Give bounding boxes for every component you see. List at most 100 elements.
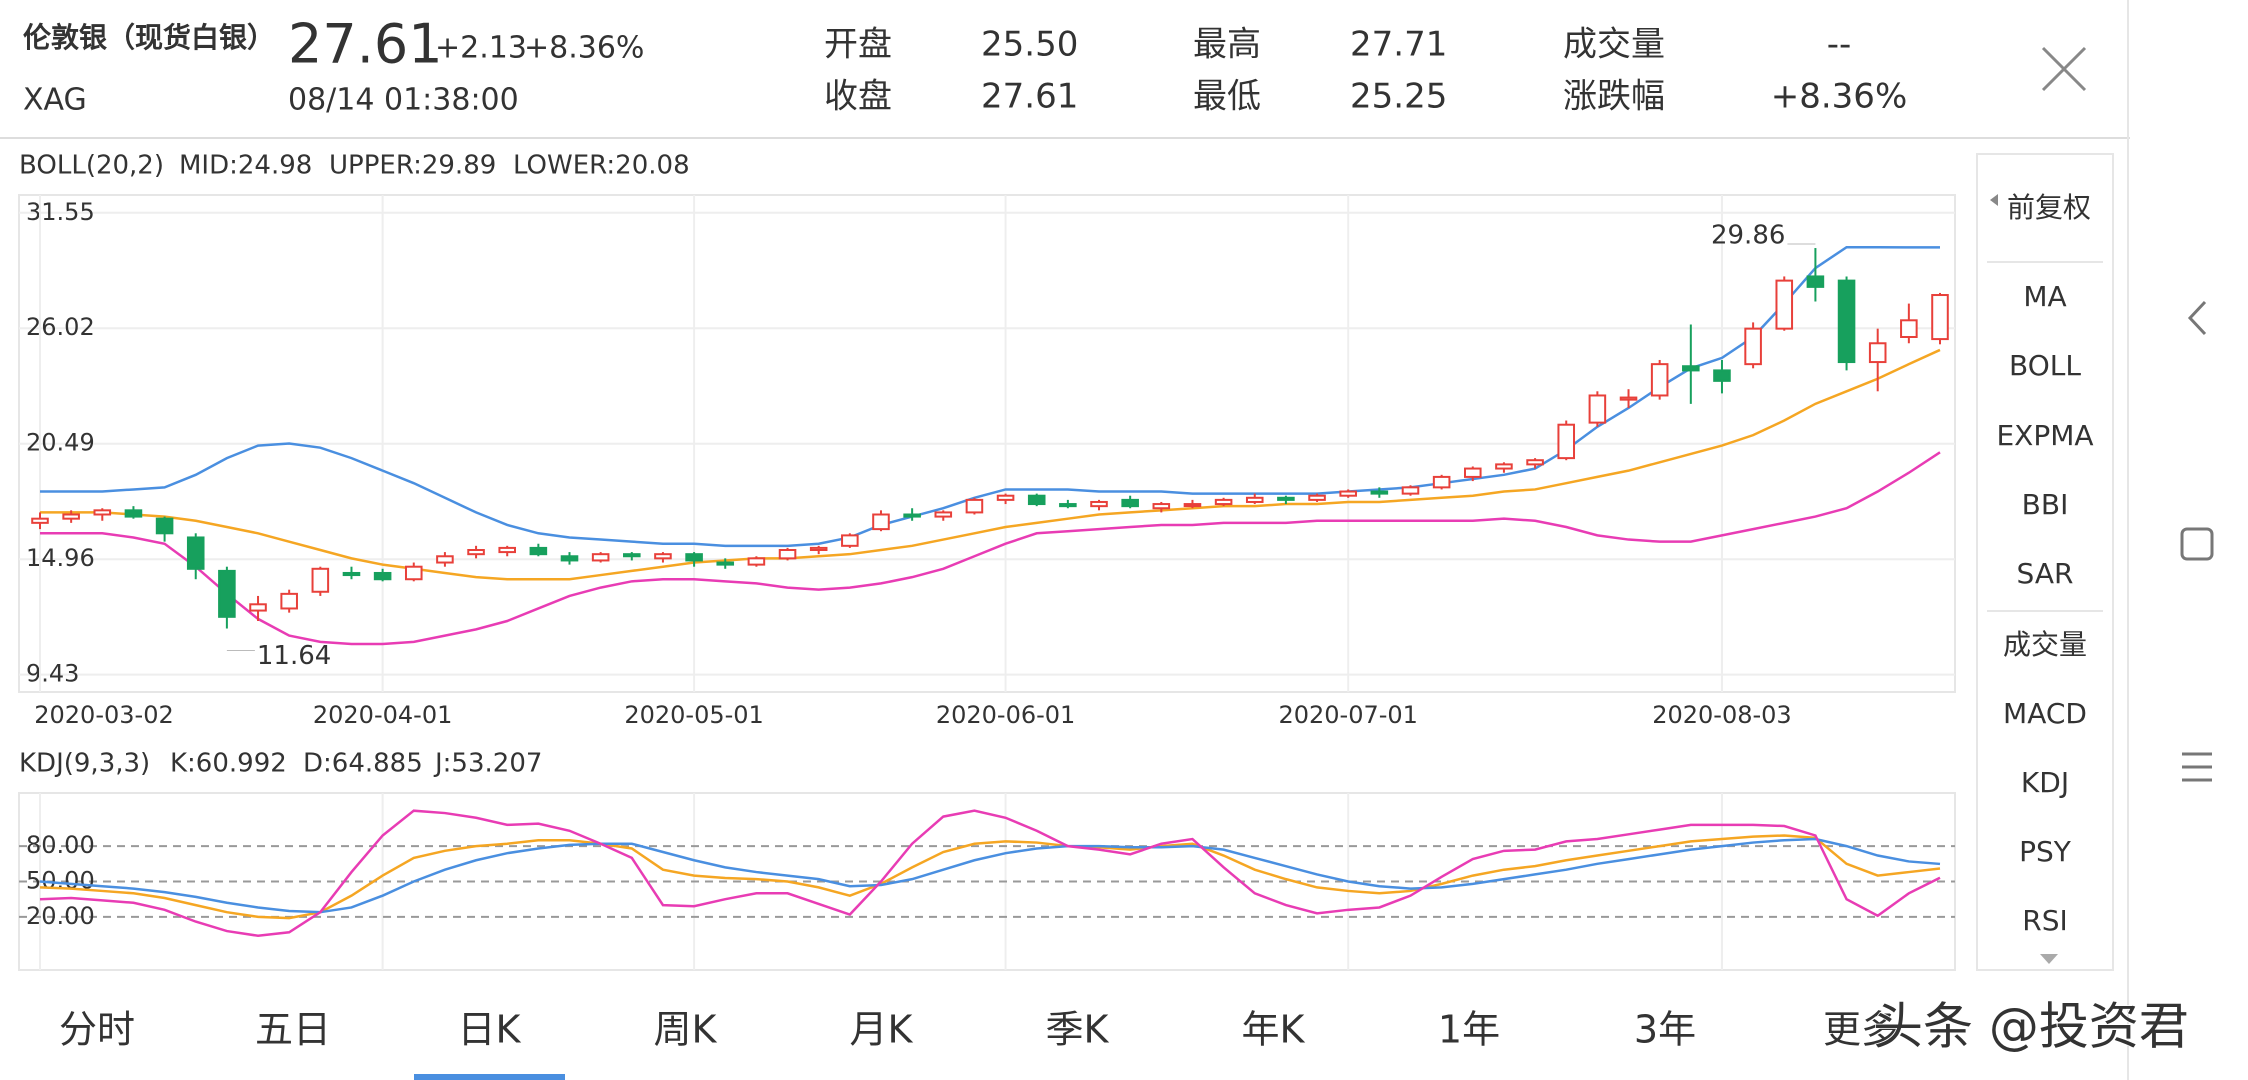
candle-body	[1370, 490, 1389, 495]
period-tab[interactable]: 季K	[1046, 1008, 1110, 1052]
indicator-name: BOLL(20,2)	[19, 151, 164, 181]
candle-body	[1868, 342, 1887, 364]
candle-body	[186, 536, 205, 570]
period-tab[interactable]: 周K	[654, 1008, 718, 1052]
indicator-line	[39, 834, 1941, 920]
indicator-option[interactable]: MA	[2023, 280, 2066, 313]
indicator-option[interactable]: EXPMA	[1996, 419, 2093, 452]
candle-body	[1121, 498, 1139, 508]
y-tick-label: 14.96	[26, 544, 95, 572]
indicator-option[interactable]: RSI	[2022, 904, 2068, 937]
indicator-option[interactable]: MACD	[2003, 697, 2087, 730]
indicator-option[interactable]: BBI	[2022, 488, 2069, 521]
candle-body	[841, 534, 859, 547]
x-tick-label: 2020-07-01	[1278, 701, 1417, 729]
candle-body	[1588, 394, 1607, 424]
stat-value: 25.25	[1350, 77, 1447, 117]
candle-body	[280, 592, 298, 610]
max-annotation: 29.86	[1711, 221, 1785, 251]
candle-body	[778, 549, 797, 560]
candle-body	[1931, 294, 1949, 341]
candle-body	[1277, 496, 1295, 501]
candle-body	[685, 553, 703, 562]
candle-body	[218, 569, 236, 618]
menu-arrow	[1990, 194, 1998, 206]
nav-menu[interactable]	[2182, 752, 2212, 782]
indicator-option[interactable]: PSY	[2019, 835, 2072, 868]
candle-body	[903, 513, 921, 518]
price-change: +2.13	[435, 31, 527, 66]
candle-body	[342, 571, 361, 577]
stat-label: 涨跌幅	[1563, 77, 1665, 117]
candle-body	[716, 561, 735, 566]
candle-body	[93, 509, 112, 516]
candle-body	[467, 549, 485, 556]
legend-entry: D:64.885	[303, 749, 423, 779]
y-tick-label: 26.02	[26, 313, 95, 341]
y-tick-label: 20.00	[26, 902, 95, 930]
indicator-option[interactable]: BOLL	[2009, 349, 2081, 382]
period-tab[interactable]: 分时	[59, 1008, 135, 1052]
menu-more	[2040, 954, 2058, 964]
period-tab[interactable]: 日K	[458, 1008, 522, 1052]
indicator-option[interactable]: KDJ	[2021, 766, 2069, 799]
legend-entry: K:60.992	[170, 749, 287, 779]
candle-body	[404, 565, 423, 581]
indicator-name: KDJ(9,3,3)	[19, 749, 150, 779]
candle-body	[373, 571, 392, 581]
candle-body	[1650, 363, 1669, 397]
indicator-line	[39, 837, 1941, 914]
period-tab[interactable]: 五日	[255, 1008, 331, 1052]
candle-body	[872, 513, 890, 531]
legend-entry: UPPER:29.89	[329, 151, 496, 181]
candle-body	[1744, 327, 1762, 366]
stat-label: 最低	[1193, 77, 1261, 117]
stat-label: 最高	[1193, 25, 1261, 65]
candle-body	[1464, 467, 1482, 478]
indicator-line	[40, 245, 1940, 548]
nav-back[interactable]	[2187, 300, 2207, 336]
indicator-line	[40, 451, 1941, 646]
candle-body	[1152, 503, 1171, 510]
period-tab[interactable]: 年K	[1242, 1008, 1306, 1052]
period-tab[interactable]: 3年	[1634, 1008, 1696, 1052]
candle-body	[1775, 279, 1794, 330]
last-price: 27.61	[288, 13, 443, 76]
stat-value: 25.50	[981, 25, 1078, 65]
candle-body	[1245, 496, 1264, 503]
stat-value: 27.71	[1350, 25, 1447, 65]
adjust-option[interactable]: 前复权	[2007, 191, 2091, 224]
candle-body	[1713, 369, 1731, 382]
quote-time: 08/14 01:38:00	[288, 83, 519, 118]
x-tick-label: 2020-04-01	[313, 701, 452, 729]
candle-body	[1183, 503, 1202, 508]
candle-body	[1806, 275, 1825, 288]
indicator-option[interactable]: 成交量	[2003, 628, 2087, 661]
candle-body	[1059, 503, 1077, 508]
watermark: 头条 @投资君	[1873, 998, 2189, 1056]
candle-body	[1308, 494, 1326, 501]
indicator-option[interactable]: SAR	[2017, 557, 2074, 590]
close-button[interactable]	[2041, 46, 2087, 92]
candle-body	[1495, 463, 1513, 470]
nav-bar	[2180, 300, 2214, 782]
candle-body	[965, 498, 984, 514]
tab-underline	[414, 1074, 565, 1080]
period-tab[interactable]: 月K	[850, 1008, 914, 1052]
candle-body	[31, 517, 49, 524]
candle-body	[1090, 500, 1108, 508]
candle-body	[1682, 365, 1700, 372]
period-tab[interactable]: 更多	[1823, 1008, 1899, 1052]
y-tick-label: 20.49	[26, 429, 95, 457]
candle-body	[529, 546, 548, 556]
nav-home[interactable]	[2180, 527, 2214, 561]
stat-value: --	[1827, 25, 1852, 65]
y-tick-label: 31.55	[26, 198, 95, 226]
period-tab[interactable]: 1年	[1438, 1008, 1500, 1052]
candle-body	[560, 555, 579, 562]
candle-body	[1027, 494, 1046, 506]
instrument-name: 伦敦银（现货白银）	[23, 21, 275, 54]
candle-body	[155, 517, 174, 535]
